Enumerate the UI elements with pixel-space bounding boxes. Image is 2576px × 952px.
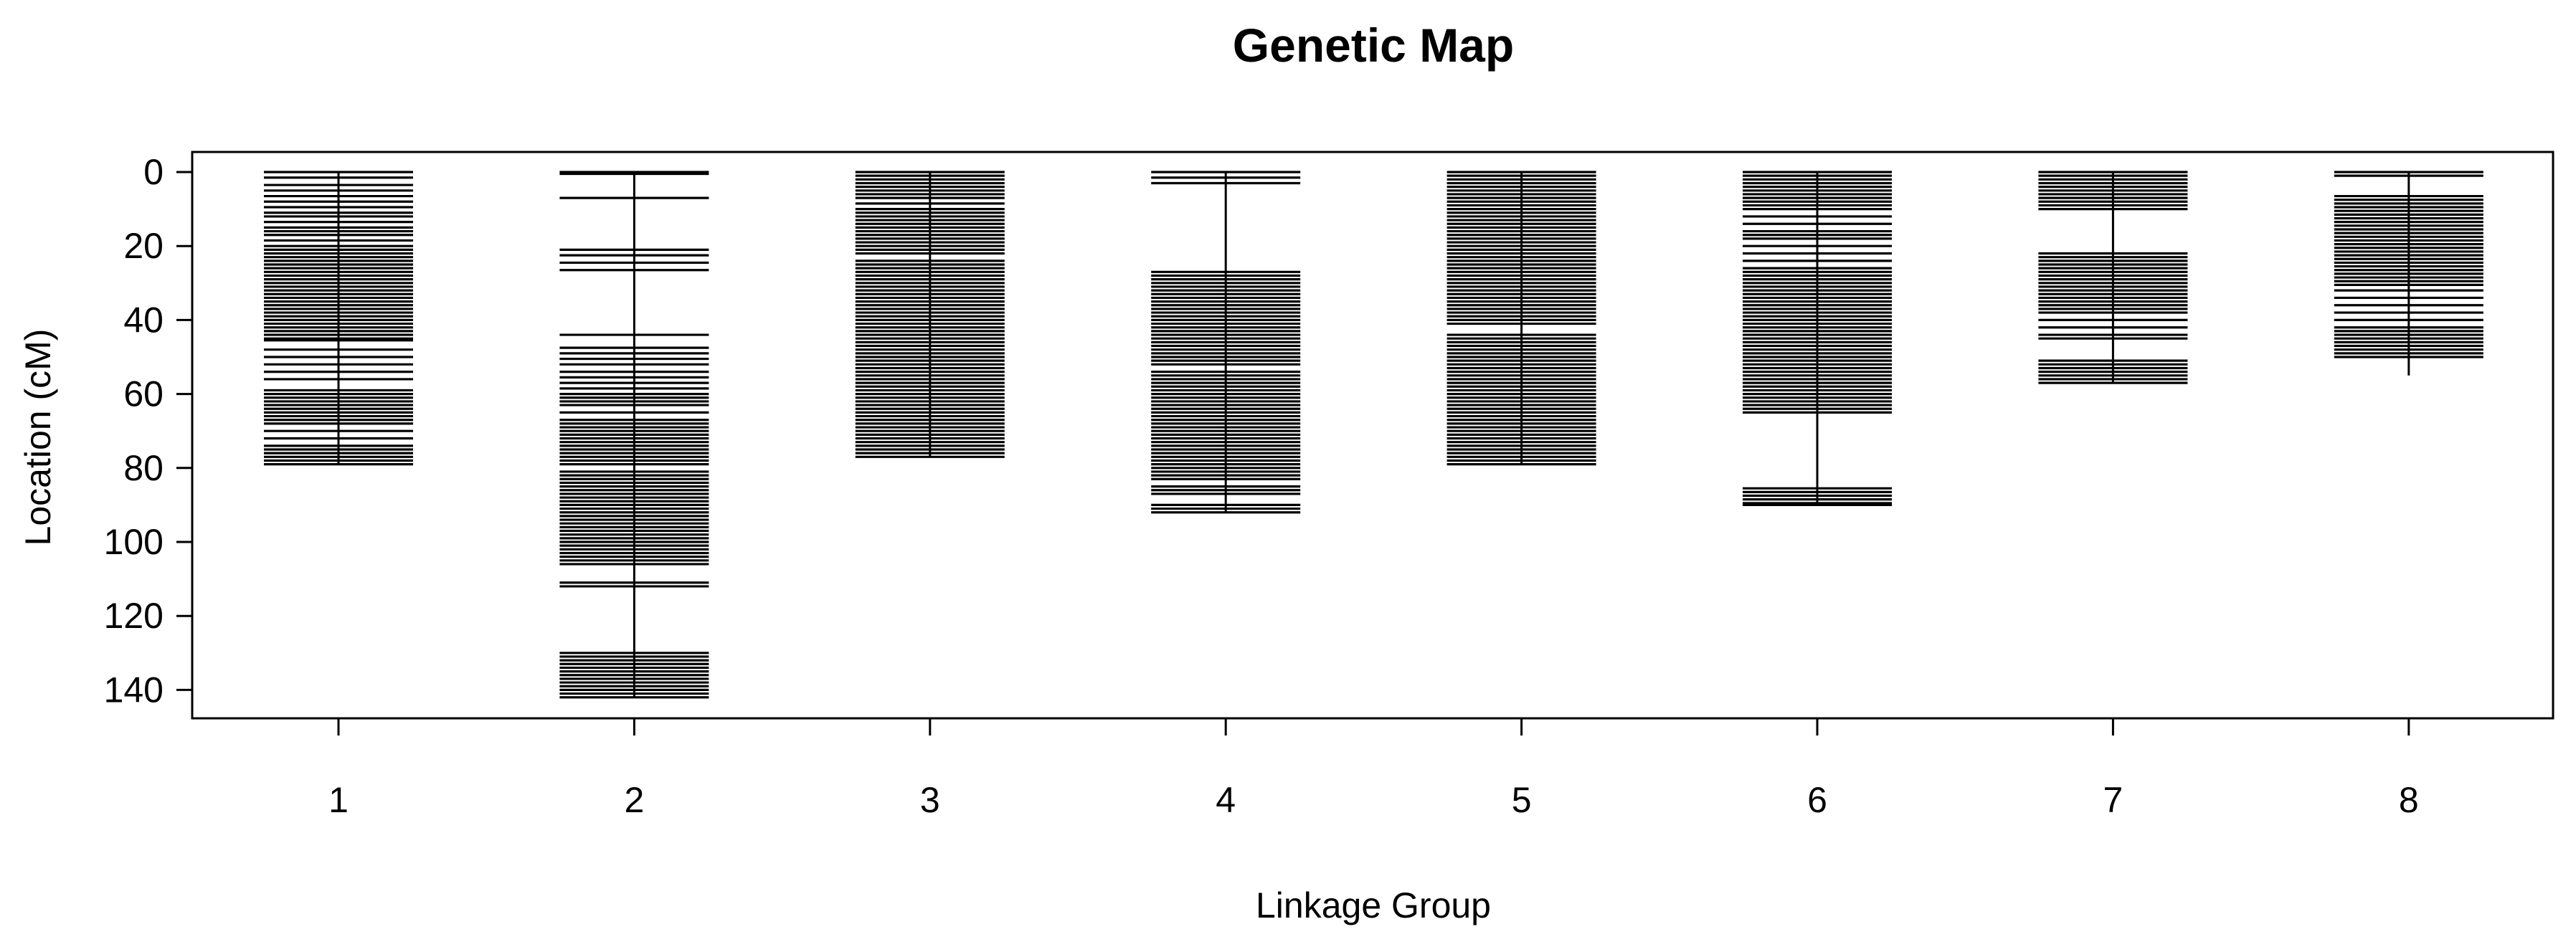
y-axis-label: Location (cM)	[18, 329, 58, 546]
y-tick-label: 80	[123, 448, 164, 488]
x-tick-label: 2	[624, 780, 644, 820]
x-tick-label: 8	[2399, 780, 2419, 820]
x-axis-label: Linkage Group	[1256, 885, 1491, 925]
x-tick-label: 3	[920, 780, 940, 820]
linkage-group-6	[1743, 171, 1892, 507]
y-tick-label: 140	[104, 670, 164, 710]
x-tick-label: 5	[1512, 780, 1532, 820]
y-tick-label: 20	[123, 226, 164, 266]
y-tick-label: 40	[123, 300, 164, 340]
y-tick-label: 100	[104, 522, 164, 562]
x-tick-label: 4	[1216, 780, 1236, 820]
x-tick-label: 1	[328, 780, 349, 820]
linkage-group-8	[2334, 171, 2483, 376]
y-axis: 0 20 40 60 80 100 120 140	[104, 152, 192, 710]
plot-frame	[191, 151, 2554, 720]
y-tick-label: 120	[104, 596, 164, 636]
linkage-group-1	[264, 171, 413, 466]
x-tick-label: 7	[2103, 780, 2123, 820]
x-axis: 1 2 3 4 5 6 7 8	[328, 718, 2419, 820]
linkage-group-5	[1446, 171, 1596, 466]
y-tick-label: 60	[123, 374, 164, 414]
x-tick-label: 6	[1807, 780, 1827, 820]
y-tick-label: 0	[143, 152, 164, 192]
linkage-group-7	[2038, 171, 2188, 384]
linkage-group-3	[855, 171, 1005, 458]
chart-title: Genetic Map	[1233, 19, 1514, 72]
linkage-groups	[264, 171, 2483, 699]
linkage-group-4	[1151, 171, 1301, 514]
linkage-group-2	[559, 171, 709, 699]
